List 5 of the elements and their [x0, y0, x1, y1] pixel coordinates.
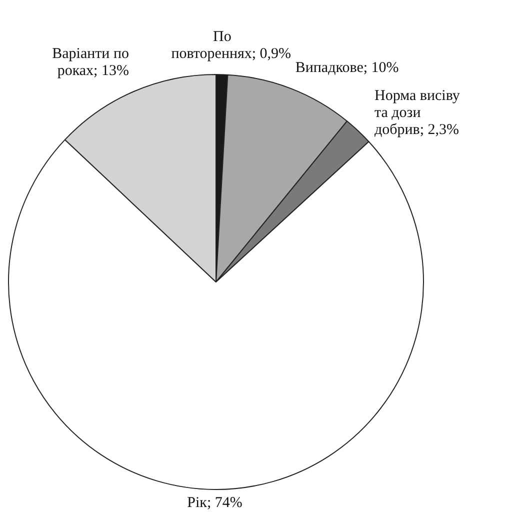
slice-label: Норма висіву та дози добрив; 2,3%: [374, 88, 461, 140]
slice-label: Рік; 74%: [187, 495, 242, 512]
slice-label: По повтореннях; 0,9%: [171, 28, 292, 63]
slice-label: Варіанти по роках; 13%: [51, 46, 129, 80]
slice-label: Випадкове; 10%: [295, 60, 399, 76]
